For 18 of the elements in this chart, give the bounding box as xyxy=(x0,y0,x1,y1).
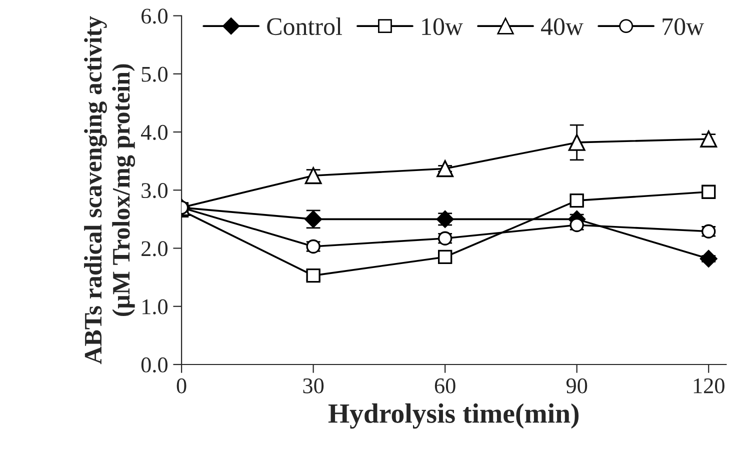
x-tick-label: 120 xyxy=(694,378,724,394)
y-tick-label: 3.0 xyxy=(142,183,168,198)
y-tick-label: 2.0 xyxy=(142,241,168,256)
y-axis-title: ABTs radical scavenging activity (μM Trolox/mg protein) xyxy=(84,16,136,364)
x-tick-label: 30 xyxy=(303,378,324,394)
y-tick-label: 6.0 xyxy=(142,8,168,24)
x-tick-label: 0 xyxy=(176,378,186,394)
y-tick-label: 4.0 xyxy=(141,124,168,140)
y-tick-label: 5.0 xyxy=(142,66,168,82)
legend-label: 40w xyxy=(541,18,584,36)
legend-label: Control xyxy=(267,17,342,36)
legend-label: 70w xyxy=(662,18,704,36)
y-tick-label: 0.0 xyxy=(141,357,168,373)
x-tick-label: 90 xyxy=(566,378,588,394)
x-tick-label: 60 xyxy=(434,378,456,394)
legend-label: 10w xyxy=(422,18,463,36)
x-axis-title: Hydrolysis time(min) xyxy=(328,403,579,429)
y-tick-label: 1.0 xyxy=(142,299,168,314)
